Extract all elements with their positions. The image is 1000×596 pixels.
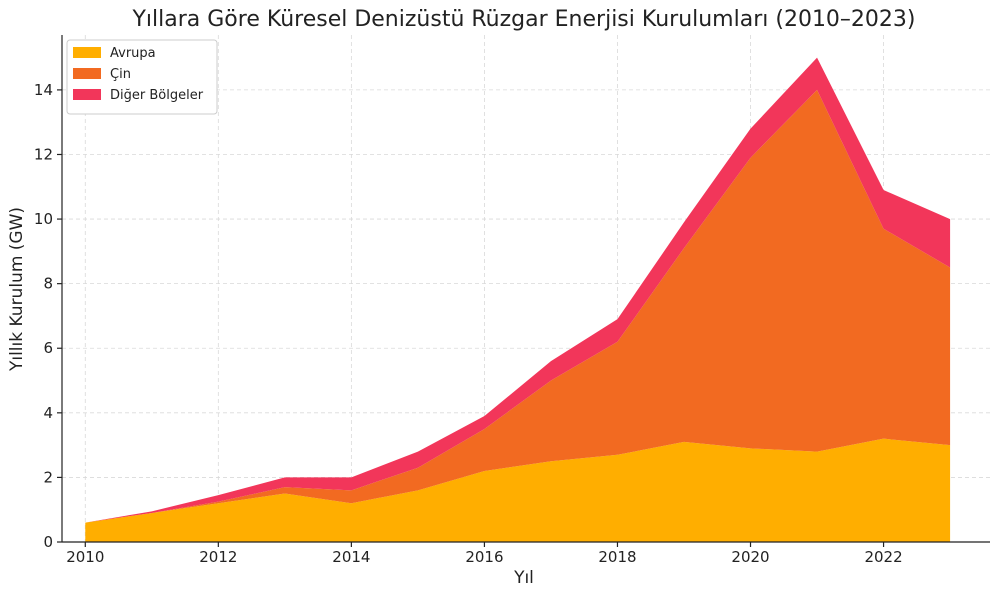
x-axis-label: Yıl [513,568,534,588]
x-tick-label: 2018 [598,548,636,566]
legend-swatch [73,68,101,79]
chart-title: Yıllara Göre Küresel Denizüstü Rüzgar En… [131,7,915,32]
y-tick-label: 8 [43,275,53,293]
x-tick-label: 2010 [66,548,104,566]
x-ticks: 2010 2012 2014 2016 2018 2020 2022 [66,542,903,566]
legend-swatch [73,47,101,58]
x-tick-label: 2020 [731,548,769,566]
x-tick-label: 2022 [864,548,902,566]
x-tick-label: 2012 [199,548,237,566]
y-tick-label: 2 [43,468,53,486]
area-diger-bolgeler [85,57,951,523]
legend: Avrupa Çin Diğer Bölgeler [66,39,218,115]
axes [61,35,990,543]
y-axis-label: Yıllık Kurulum (GW) [7,207,27,372]
y-tick-label: 4 [43,404,53,422]
x-tick-label: 2016 [465,548,503,566]
legend-label: Diğer Bölgeler [110,88,204,103]
area-cin [85,89,951,523]
legend-label: Çin [110,67,131,82]
y-tick-label: 0 [43,533,53,551]
y-ticks: 0 2 4 6 8 10 12 14 [34,81,62,551]
legend-box [66,39,218,115]
legend-label: Avrupa [110,46,156,61]
area-avrupa [85,438,951,542]
y-tick-label: 12 [34,145,53,163]
y-tick-label: 10 [34,210,53,228]
stacked-areas [85,57,951,542]
x-tick-label: 2014 [332,548,370,566]
y-tick-label: 6 [43,339,53,357]
legend-swatch [73,89,101,100]
y-tick-label: 14 [34,81,53,99]
